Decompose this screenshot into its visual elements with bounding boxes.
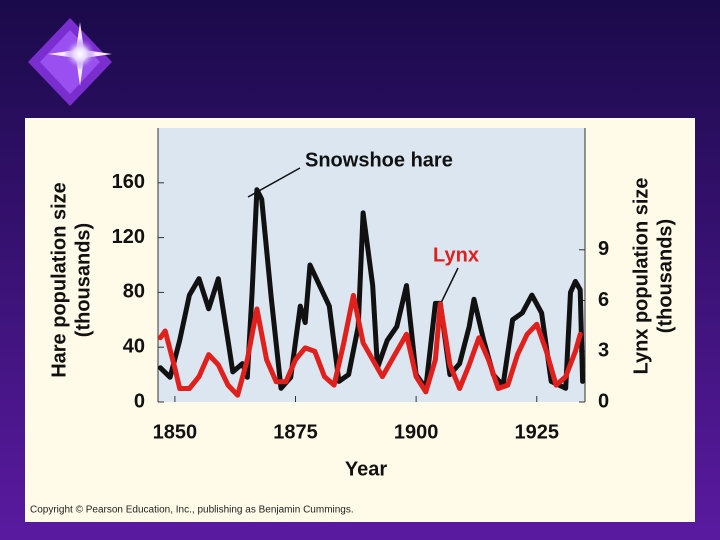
y-tick-label: 160	[112, 171, 145, 193]
x-tick-label: 1875	[273, 421, 318, 443]
y2-tick-label: 0	[598, 390, 609, 412]
y-tick-label: 0	[134, 390, 145, 412]
y-axis-title: (thousands)	[72, 223, 94, 337]
series-label: Snowshoe hare	[305, 149, 453, 171]
logo	[28, 18, 112, 106]
y2-axis-title: Lynx population size	[630, 177, 652, 374]
y-axis-title: Hare population size	[48, 182, 70, 378]
data-line	[157, 187, 586, 391]
x-tick-label: 1850	[153, 421, 198, 443]
y-tick-label: 80	[123, 281, 145, 303]
x-tick-label: 1925	[515, 421, 560, 443]
x-tick-label: 1900	[394, 421, 439, 443]
y-tick-label: 40	[123, 335, 145, 357]
data-line	[157, 292, 583, 398]
y-tick-label: 120	[112, 226, 145, 248]
y2-tick-label: 3	[598, 340, 609, 362]
copyright: Copyright © Pearson Education, Inc., pub…	[30, 505, 354, 516]
y2-tick-label: 9	[598, 238, 609, 260]
x-axis-title: Year	[345, 458, 387, 480]
series-label: Lynx	[433, 244, 479, 266]
y2-tick-label: 6	[598, 289, 609, 311]
y2-axis-title: (thousands)	[654, 219, 676, 333]
leader-line	[439, 267, 459, 306]
